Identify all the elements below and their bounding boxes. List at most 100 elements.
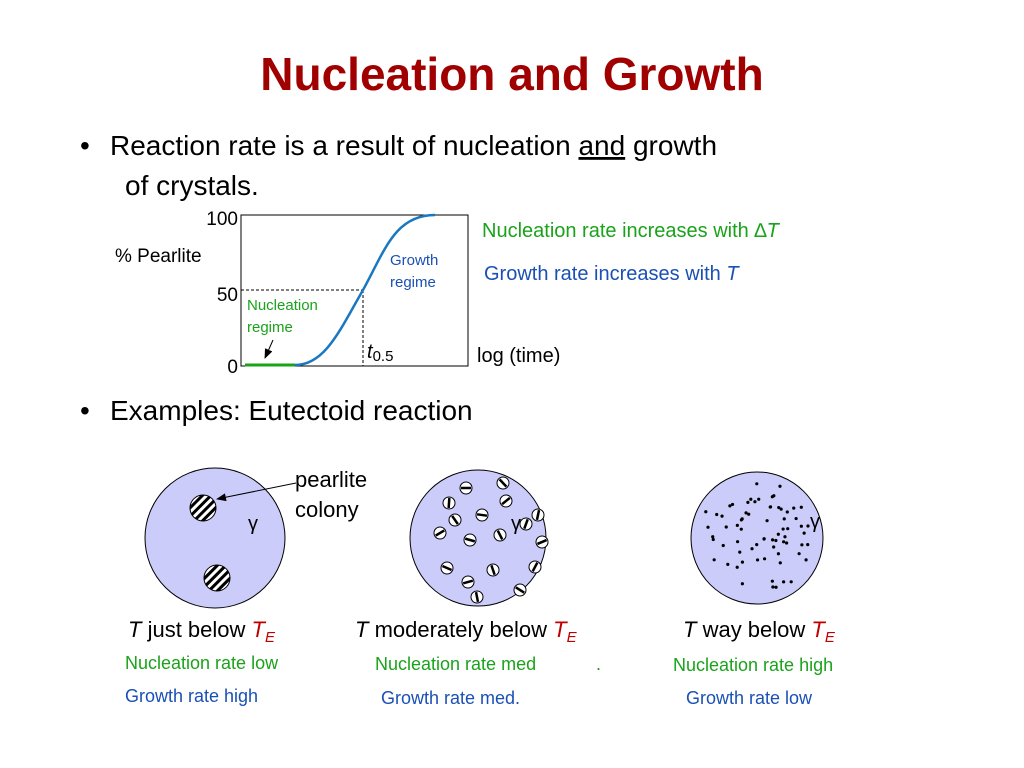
nucleus — [806, 524, 810, 528]
nucleus — [772, 494, 776, 498]
bullet: • — [80, 130, 90, 161]
note: Growth rate increases with T — [484, 263, 740, 285]
bullet: • — [80, 395, 90, 426]
phase-symbol: γ — [810, 511, 820, 533]
rate: . — [596, 654, 601, 674]
colony-lamella — [536, 538, 548, 546]
nucleus — [739, 518, 743, 522]
nucleus — [726, 562, 730, 567]
colony-lamella — [474, 591, 480, 603]
growth-curve — [294, 213, 436, 367]
nucleus — [740, 582, 744, 586]
colony-lamella — [498, 478, 508, 488]
nucleus — [706, 525, 710, 529]
nucleus — [755, 543, 759, 547]
caption: T just below TE — [128, 617, 276, 646]
y-tick-label: 100 — [206, 209, 238, 230]
nucleus — [735, 565, 739, 569]
half-time: t0.5 — [367, 341, 393, 365]
nucleus — [704, 510, 708, 514]
nucleus — [740, 560, 745, 564]
variable: T — [252, 617, 267, 642]
colony-lamella — [451, 515, 459, 525]
nucleus — [778, 484, 782, 488]
variable: T — [553, 617, 568, 642]
nucleus — [762, 537, 766, 541]
y-label: % Pearlite — [115, 246, 202, 267]
subscript: 0.5 — [373, 348, 394, 365]
colony — [189, 494, 217, 522]
nucleus — [799, 524, 803, 528]
text: Growth rate increases with — [484, 263, 726, 285]
colony-lamella — [515, 586, 525, 594]
grain — [409, 469, 547, 607]
underlined-text: and — [578, 130, 625, 161]
nucleus — [776, 532, 780, 536]
nucleus — [804, 558, 808, 562]
nucleus — [784, 541, 789, 545]
rate: Nucleation rate high — [673, 655, 833, 675]
annotation: Nucleation — [247, 297, 318, 314]
nucleus — [747, 512, 751, 516]
nucleus — [755, 558, 760, 562]
nucleus — [786, 527, 790, 531]
colony-lamella — [490, 564, 496, 576]
label: colony — [295, 497, 359, 522]
nucleus — [757, 497, 761, 501]
nucleus — [782, 517, 786, 521]
rate: Growth rate high — [125, 686, 258, 706]
colony-lamella — [501, 496, 511, 506]
text: Nucleation rate increases with ∆ — [482, 220, 767, 242]
nucleus — [785, 510, 789, 514]
colony-lamella — [523, 518, 529, 530]
nucleus — [715, 512, 719, 517]
colony — [203, 564, 231, 592]
colony-lamella — [496, 529, 504, 541]
grain — [690, 471, 824, 605]
text: growth — [625, 130, 717, 161]
nucleus — [774, 585, 778, 589]
label: pearlite — [295, 467, 367, 492]
variable: T — [128, 617, 143, 642]
annotation: regime — [390, 274, 436, 291]
text: Reaction rate is a result of nucleation — [110, 130, 578, 161]
annotation: regime — [247, 319, 293, 336]
phase-symbol: γ — [248, 513, 258, 535]
nucleus — [789, 580, 793, 584]
colony-lamella — [435, 529, 445, 537]
text: T — [767, 220, 781, 242]
text: T — [726, 263, 740, 285]
nucleus — [730, 502, 735, 507]
nucleus — [711, 535, 715, 539]
text: way below — [696, 617, 811, 642]
caption: T way below TE — [683, 617, 836, 646]
nucleus — [774, 538, 778, 543]
nucleus — [765, 519, 769, 523]
nucleus — [739, 527, 743, 531]
text: moderately below — [368, 617, 553, 642]
text: just below — [141, 617, 251, 642]
subscript: E — [567, 629, 578, 646]
nucleus — [746, 500, 750, 504]
nucleus — [755, 482, 759, 486]
x-label: log (time) — [477, 345, 560, 367]
variable: T — [683, 617, 698, 642]
nucleus — [782, 540, 786, 544]
note: Nucleation rate increases with ∆T — [482, 220, 781, 242]
subscript: E — [825, 629, 836, 646]
title: Nucleation and Growth — [260, 48, 763, 100]
nucleus — [802, 531, 806, 535]
nucleus — [800, 543, 804, 547]
rate: Nucleation rate med — [375, 654, 536, 674]
nucleus — [770, 538, 775, 542]
phase-symbol: γ — [511, 513, 521, 535]
nuclei — [704, 482, 810, 589]
colony-lamella — [531, 561, 539, 573]
colony-lamella — [535, 509, 541, 521]
nucleus — [721, 543, 725, 548]
nucleus — [770, 579, 774, 583]
colony-lamella — [476, 513, 488, 517]
nucleus — [781, 527, 785, 531]
